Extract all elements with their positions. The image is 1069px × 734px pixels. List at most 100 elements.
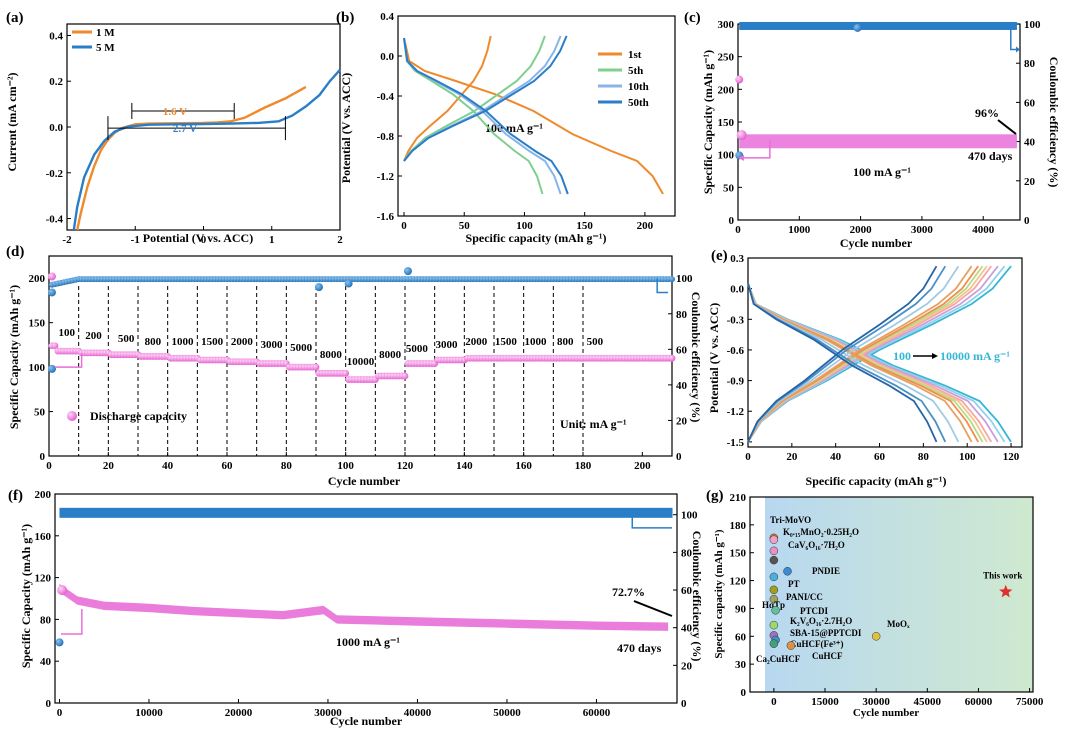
panel-d-y-ticklabel: 0 bbox=[40, 451, 46, 463]
panel-b-x-ticklabel: 150 bbox=[576, 220, 593, 232]
panel-g-point bbox=[769, 585, 779, 595]
panel-g-x-ticklabel: 0 bbox=[771, 696, 777, 708]
panel-g-point-label: K₀.₁₅MnO₂·0.25H₂O bbox=[783, 527, 859, 537]
panel-b-x-ticklabel: 50 bbox=[459, 220, 471, 232]
panel-c-retention: 96% bbox=[975, 106, 999, 120]
panel-c-y2label: Coulombic efficiency (%) bbox=[1047, 57, 1061, 188]
panel-g-point-label: CuHCF(Fe³⁺) bbox=[790, 639, 843, 649]
panel-g-background bbox=[765, 497, 1033, 692]
panel-c-efficiency-point bbox=[853, 23, 862, 32]
panel-c-y-ticklabel: 50 bbox=[723, 182, 735, 194]
panel-d-x-ticklabel: 80 bbox=[281, 460, 293, 472]
panel-g-x-ticklabel: 75000 bbox=[1016, 696, 1044, 708]
panel-b-legend-label: 5th bbox=[628, 65, 643, 77]
panel-d-label: (d) bbox=[6, 244, 24, 260]
panel-c-x-ticklabel: 3000 bbox=[911, 224, 934, 236]
panel-b-x-ticklabel: 200 bbox=[637, 220, 654, 232]
panel-f-y-ticklabel: 0 bbox=[46, 698, 52, 710]
panel-e-charge-curve bbox=[747, 265, 938, 443]
panel-c-capacity-arrow bbox=[744, 139, 771, 159]
panel-g-x-ticklabel: 15000 bbox=[811, 696, 839, 708]
panel-b-y-ticklabel: -0.4 bbox=[377, 91, 395, 103]
panel-g-label: (g) bbox=[706, 488, 724, 504]
panel-a-x-ticklabel: 1 bbox=[269, 234, 275, 246]
panel-a-curve-1m bbox=[76, 85, 307, 231]
panel-f-efficiency-band bbox=[59, 507, 673, 518]
panel-b-frame bbox=[397, 15, 676, 217]
panel-c-label: (c) bbox=[684, 10, 701, 26]
panel-e-x-ticklabel: 20 bbox=[786, 451, 798, 463]
panel-a-window-5m-label: 2.7 V bbox=[173, 123, 197, 135]
panel-b-charge-50th bbox=[403, 35, 568, 162]
panel-d-y2-ticklabel: 40 bbox=[676, 380, 688, 392]
panel-f-y-ticklabel: 160 bbox=[35, 531, 52, 543]
panel-d-rate-label: 1500 bbox=[201, 336, 224, 348]
panel-c-efficiency-band bbox=[739, 21, 1017, 30]
panel-f-label: (f) bbox=[8, 488, 23, 504]
panel-d-unit: Unit: mA g⁻¹ bbox=[560, 417, 627, 431]
panel-a-curve-5m bbox=[72, 68, 341, 231]
panel-e-rate-arrowhead bbox=[932, 353, 938, 359]
panel-d-capacity-point bbox=[342, 369, 350, 377]
panel-d-y-ticklabel: 150 bbox=[29, 318, 46, 330]
panel-e-x-ticklabel: 100 bbox=[959, 451, 976, 463]
panel-a-x-ticklabel: -2 bbox=[62, 234, 72, 246]
panel-e-x-ticklabel: 120 bbox=[1003, 451, 1020, 463]
panel-e-discharge-curve bbox=[747, 283, 938, 443]
panel-c-rate: 100 mA g⁻¹ bbox=[853, 165, 911, 179]
panel-c-x-ticklabel: 2000 bbox=[850, 224, 873, 236]
panel-g-point bbox=[871, 632, 881, 641]
panel-e-frame bbox=[747, 257, 1023, 448]
panel-g-y-ticklabel: 0 bbox=[741, 687, 747, 699]
panel-f-capacity-band bbox=[59, 583, 669, 631]
panel-f-efficiency-arrow bbox=[631, 514, 672, 529]
panel-d-rate-label: 3000 bbox=[261, 339, 284, 351]
panel-c-ylabel: Specific Capacity (mAh g⁻¹) bbox=[701, 50, 715, 194]
panel-d-x-ticklabel: 200 bbox=[634, 460, 651, 472]
panel-f-x-ticklabel: 0 bbox=[57, 707, 63, 719]
panel-c-y2-ticklabel: 40 bbox=[1024, 137, 1036, 149]
panel-b-legend-label: 50th bbox=[628, 97, 649, 109]
panel-g-point-label: PTCDI bbox=[800, 606, 828, 616]
panel-e-y-ticklabel: -0.6 bbox=[727, 345, 745, 357]
panel-c-y-ticklabel: 200 bbox=[718, 84, 735, 96]
panel-f-capacity-arrow bbox=[61, 608, 83, 635]
panel-d-ylabel: Specific Capacity (mAh g⁻¹) bbox=[7, 285, 21, 429]
panel-d-rate-label: 800 bbox=[557, 336, 574, 348]
panel-a-ylabel: Current (mA cm⁻²) bbox=[5, 72, 19, 171]
panel-g-x-ticklabel: 45000 bbox=[914, 696, 942, 708]
panel-d-x-ticklabel: 180 bbox=[575, 460, 592, 472]
panel-d-rate-label: 100 bbox=[59, 327, 76, 339]
panel-d-rate-label: 1500 bbox=[495, 336, 518, 348]
panel-g-point-label: PANI/CC bbox=[786, 592, 823, 602]
panel-g-point bbox=[786, 641, 796, 650]
panel-d-outlier-efficiency bbox=[344, 279, 353, 288]
panel-d-outlier-efficiency bbox=[47, 364, 56, 373]
panel-c-capacity-point bbox=[736, 130, 747, 141]
panel-g-y-ticklabel: 210 bbox=[730, 492, 747, 504]
panel-d-rate-label: 1000 bbox=[172, 336, 195, 348]
panel-g-point bbox=[769, 535, 779, 544]
panel-d-x-ticklabel: 20 bbox=[103, 460, 115, 472]
panel-e-y-ticklabel: 0.0 bbox=[730, 284, 744, 296]
panel-f-days: 470 days bbox=[617, 641, 662, 655]
panel-d-capacity-point bbox=[668, 354, 676, 362]
panel-g-y-ticklabel: 90 bbox=[735, 603, 747, 615]
panel-f-x-ticklabel: 40000 bbox=[404, 707, 432, 719]
panel-g-frame bbox=[749, 496, 1034, 693]
panel-f-y2-ticklabel: 0 bbox=[681, 698, 687, 710]
panel-b-ylabel: Potential (V vs. ACC) bbox=[339, 73, 353, 183]
panel-c-y2-ticklabel: 100 bbox=[1024, 19, 1041, 31]
panel-d-x-ticklabel: 120 bbox=[397, 460, 414, 472]
panel-d-first-efficiency-point bbox=[47, 288, 56, 297]
panel-f-y-ticklabel: 40 bbox=[40, 656, 52, 668]
panel-g-point-label: PT bbox=[788, 579, 800, 589]
panel-e-rate-to: 10000 mA g⁻¹ bbox=[940, 349, 1010, 363]
panel-d-y2-ticklabel: 20 bbox=[676, 415, 688, 427]
panel-b-y-ticklabel: 0.0 bbox=[380, 51, 394, 63]
panel-d-rate-label: 500 bbox=[118, 333, 135, 345]
panel-c-frame bbox=[737, 23, 1021, 221]
panel-d-rate-label: 200 bbox=[85, 330, 102, 342]
panel-b-y-ticklabel: -0.8 bbox=[377, 131, 395, 143]
panel-d-rate-label: 10000 bbox=[347, 356, 375, 368]
